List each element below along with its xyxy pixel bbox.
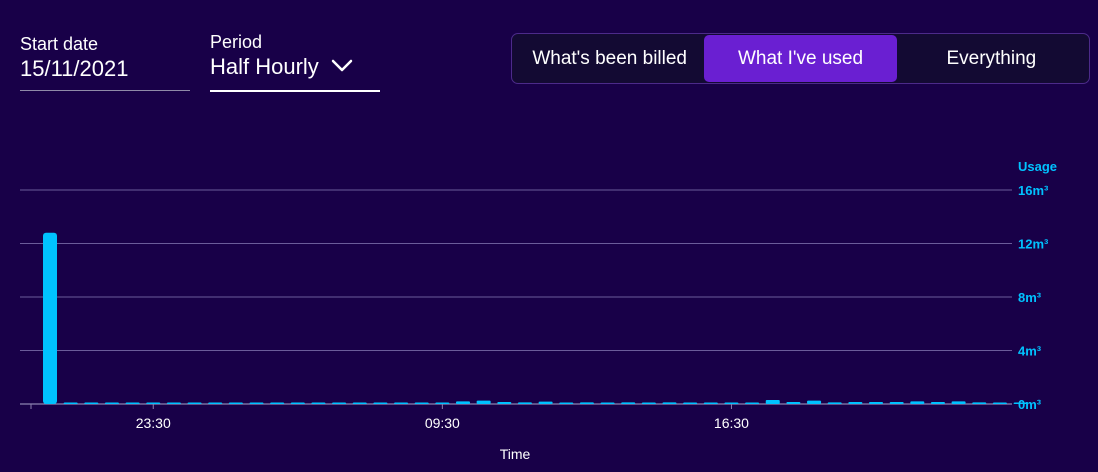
- bar: [270, 402, 285, 404]
- bar: [187, 402, 202, 404]
- bar: [435, 402, 450, 404]
- period-label: Period: [210, 32, 263, 52]
- x-axis-label: Time: [500, 446, 531, 462]
- bar: [662, 402, 677, 404]
- toggle-option-everything[interactable]: Everything: [946, 47, 1037, 69]
- y-tick-label: 12m³: [1018, 237, 1049, 252]
- bar: [745, 402, 760, 404]
- bar: [869, 401, 883, 404]
- bar: [930, 401, 945, 404]
- bar: [827, 402, 842, 404]
- bar: [579, 402, 594, 404]
- bar: [166, 402, 181, 404]
- bar: [146, 402, 161, 404]
- bar: [951, 401, 966, 404]
- bar: [414, 402, 429, 404]
- bar: [84, 402, 99, 404]
- bar: [249, 402, 264, 404]
- bar: [786, 401, 801, 404]
- y-tick-label: 16m³: [1018, 183, 1049, 198]
- bar: [765, 399, 780, 404]
- bar: [600, 402, 615, 404]
- bar: [228, 402, 243, 404]
- bar: [848, 401, 863, 404]
- bar: [43, 232, 57, 404]
- period-value: Half Hourly: [210, 54, 319, 79]
- bar: [910, 401, 925, 404]
- start-date-label: Start date: [20, 34, 99, 54]
- bar: [641, 402, 656, 404]
- bar: [394, 402, 409, 404]
- bar: [703, 402, 718, 404]
- period-select[interactable]: Period Half Hourly: [210, 32, 380, 92]
- bar: [517, 402, 532, 404]
- bar: [476, 400, 491, 404]
- bar: [63, 402, 78, 404]
- x-tick-label: 16:30: [714, 415, 749, 431]
- start-date-value[interactable]: 15/11/2021: [20, 56, 129, 81]
- bar: [889, 401, 904, 404]
- toggle-option-billed[interactable]: What's been billed: [532, 47, 687, 69]
- start-date-field[interactable]: Start date 15/11/2021: [20, 34, 190, 91]
- bar: [311, 402, 326, 404]
- bar: [621, 402, 636, 404]
- y-tick-label: 8m³: [1018, 290, 1042, 305]
- chevron-down-icon: [331, 59, 353, 72]
- bar: [125, 402, 140, 404]
- bar: [992, 402, 1007, 404]
- bar: [497, 401, 512, 404]
- x-tick-label: 23:30: [136, 415, 171, 431]
- y-tick-label: 4m³: [1018, 344, 1042, 359]
- x-tick-label: 09:30: [425, 415, 460, 431]
- bar: [559, 402, 574, 404]
- bar: [724, 402, 739, 404]
- bar: [1013, 402, 1028, 404]
- y-axis-label: Usage: [1018, 159, 1057, 174]
- bar: [104, 402, 119, 404]
- bar: [972, 402, 987, 404]
- view-toggle: What's been billed What I've used Everyt…: [511, 33, 1090, 84]
- bar: [352, 402, 367, 404]
- bar: [208, 402, 223, 404]
- bar: [332, 402, 347, 404]
- bar: [290, 402, 305, 404]
- bar: [807, 400, 822, 404]
- y-tick-label: 0m³: [1018, 397, 1042, 412]
- toggle-option-used[interactable]: What I've used: [704, 35, 897, 82]
- bar: [456, 401, 470, 404]
- bar: [683, 402, 698, 404]
- bar: [373, 402, 388, 404]
- bar: [538, 401, 553, 404]
